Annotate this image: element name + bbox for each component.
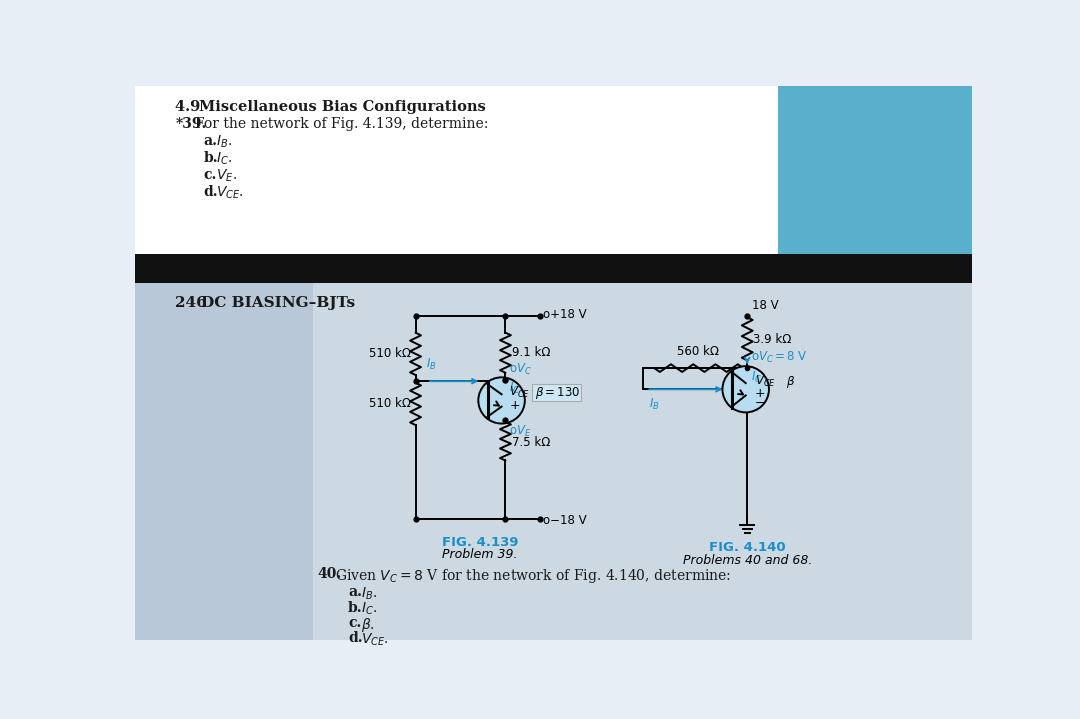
Text: $I_C$.: $I_C$.: [361, 600, 377, 617]
Text: o$V_C$: o$V_C$: [509, 362, 531, 377]
Circle shape: [723, 366, 769, 413]
Bar: [135, 254, 972, 283]
Bar: [135, 283, 313, 640]
Text: FIG. 4.140: FIG. 4.140: [708, 541, 785, 554]
Text: $V_{CE}$.: $V_{CE}$.: [216, 185, 243, 201]
Text: c.: c.: [348, 616, 362, 630]
Text: o$V_C=8$ V: o$V_C=8$ V: [751, 350, 808, 365]
Text: 40.: 40.: [318, 567, 341, 581]
Text: o−18 V: o−18 V: [543, 514, 588, 527]
FancyBboxPatch shape: [531, 384, 581, 401]
Text: o$V_E$: o$V_E$: [509, 423, 531, 439]
Text: 510 kΩ: 510 kΩ: [369, 347, 410, 360]
Text: $V_{CE}$: $V_{CE}$: [510, 385, 530, 400]
Text: DC BIASING–BJTs: DC BIASING–BJTs: [201, 296, 355, 310]
Text: Given $V_C = 8$ V for the network of Fig. 4.140, determine:: Given $V_C = 8$ V for the network of Fig…: [335, 567, 731, 585]
Text: 3.9 kΩ: 3.9 kΩ: [754, 333, 792, 346]
Text: 18 V: 18 V: [752, 299, 779, 312]
Text: Miscellaneous Bias Configurations: Miscellaneous Bias Configurations: [199, 100, 485, 114]
Text: $I_B$: $I_B$: [427, 357, 437, 372]
Text: $I_B$.: $I_B$.: [361, 585, 377, 602]
Text: 9.1 kΩ: 9.1 kΩ: [512, 347, 550, 360]
Text: 510 kΩ: 510 kΩ: [369, 397, 410, 410]
Text: −: −: [755, 397, 766, 410]
Text: $I_B$: $I_B$: [649, 397, 660, 412]
Text: $I_C$: $I_C$: [509, 380, 519, 395]
Text: $V_{CE}$.: $V_{CE}$.: [361, 631, 389, 648]
Bar: [135, 86, 972, 254]
Text: $I_B$.: $I_B$.: [216, 134, 232, 150]
Text: 4.9: 4.9: [175, 100, 211, 114]
Text: $V_E$.: $V_E$.: [216, 168, 237, 184]
Text: a.: a.: [348, 585, 362, 599]
Text: *39.: *39.: [175, 117, 206, 131]
Text: 560 kΩ: 560 kΩ: [677, 345, 719, 358]
Text: c.: c.: [203, 168, 217, 182]
Text: b.: b.: [348, 600, 363, 615]
Bar: [779, 86, 972, 254]
Text: a.: a.: [203, 134, 217, 148]
Text: For the network of Fig. 4.139, determine:: For the network of Fig. 4.139, determine…: [195, 117, 489, 131]
Text: d.: d.: [203, 185, 218, 199]
Text: +: +: [755, 387, 766, 400]
Text: $I_C$.: $I_C$.: [216, 151, 232, 168]
Text: Problems 40 and 68.: Problems 40 and 68.: [683, 554, 812, 567]
Text: Problem 39.: Problem 39.: [442, 547, 517, 561]
Bar: [135, 86, 972, 254]
Circle shape: [478, 377, 525, 423]
Text: $V_{CE}$: $V_{CE}$: [755, 374, 777, 389]
Text: $I_C$: $I_C$: [751, 370, 762, 385]
Text: 246: 246: [175, 296, 207, 310]
Text: d.: d.: [348, 631, 363, 646]
Text: $\beta$: $\beta$: [786, 374, 795, 390]
Bar: [135, 86, 779, 254]
Text: $\beta$.: $\beta$.: [361, 616, 375, 634]
Text: FIG. 4.139: FIG. 4.139: [442, 536, 518, 549]
Text: $\beta = 130$: $\beta = 130$: [535, 385, 580, 400]
Text: +: +: [510, 398, 519, 411]
Bar: [135, 283, 972, 640]
Text: o+18 V: o+18 V: [543, 308, 588, 321]
Text: 7.5 kΩ: 7.5 kΩ: [512, 436, 550, 449]
Text: b.: b.: [203, 151, 218, 165]
